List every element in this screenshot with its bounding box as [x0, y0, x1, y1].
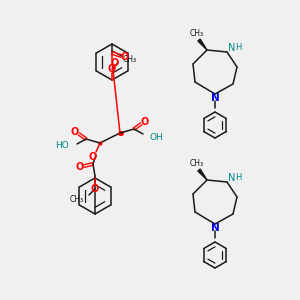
Text: CH₃: CH₃: [190, 29, 204, 38]
Text: CH₃: CH₃: [190, 160, 204, 169]
Text: H: H: [235, 173, 241, 182]
Text: O: O: [111, 58, 119, 68]
Polygon shape: [198, 169, 207, 180]
Text: O: O: [76, 162, 84, 172]
Text: O: O: [141, 117, 149, 127]
Text: H: H: [235, 44, 241, 52]
Polygon shape: [198, 39, 207, 50]
Text: O: O: [108, 64, 116, 74]
Text: N: N: [228, 43, 236, 53]
Text: O: O: [91, 184, 99, 194]
Text: CH₃: CH₃: [123, 56, 137, 64]
Text: O: O: [121, 52, 129, 62]
Text: O: O: [89, 152, 97, 162]
Text: HO: HO: [55, 142, 69, 151]
Text: N: N: [211, 223, 219, 233]
Text: O: O: [71, 127, 79, 137]
Text: CH₃: CH₃: [70, 194, 84, 203]
Text: OH: OH: [150, 133, 164, 142]
Text: N: N: [228, 173, 236, 183]
Text: N: N: [211, 93, 219, 103]
